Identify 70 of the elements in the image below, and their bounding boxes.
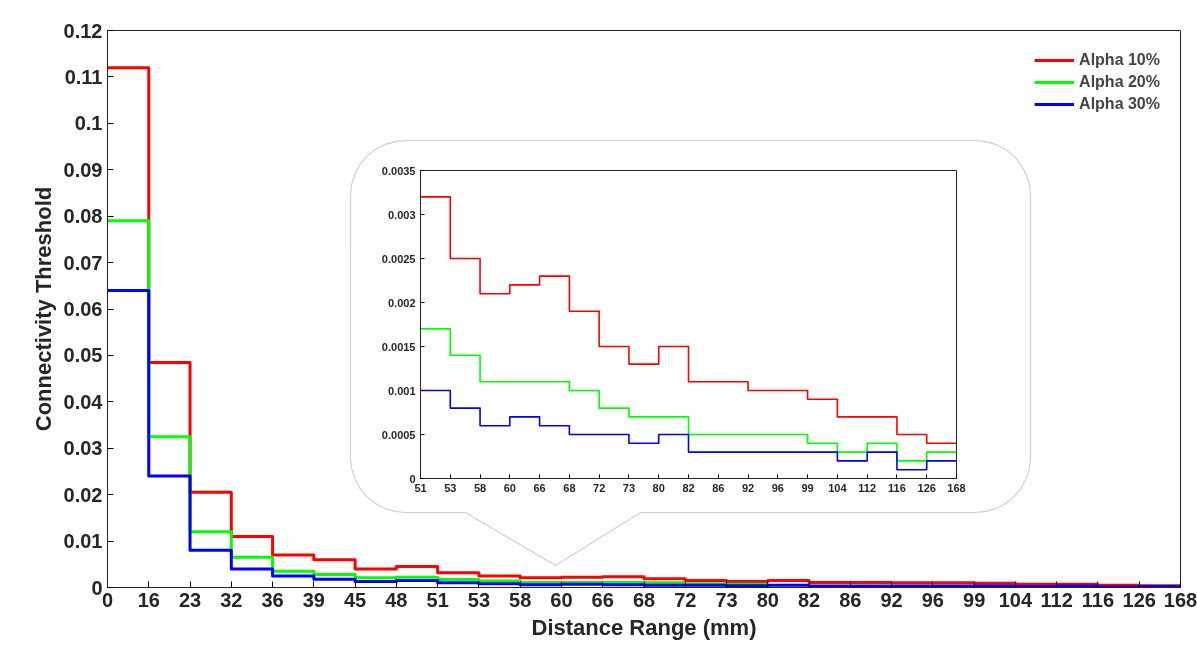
y-tick-label: 0.11	[64, 65, 103, 88]
y-tick-label: 0.0005	[381, 428, 416, 441]
legend-label: Alpha 10%	[1079, 51, 1160, 69]
x-tick-label: 73	[715, 588, 738, 611]
x-tick-label: 58	[473, 481, 487, 494]
x-tick-label: 92	[741, 481, 755, 494]
legend-label: Alpha 20%	[1079, 73, 1160, 91]
y-axis-title: Connectivity Threshold	[30, 186, 56, 432]
x-tick-label: 72	[593, 481, 606, 494]
x-tick-label: 60	[550, 588, 573, 611]
y-tick-label: 0.05	[63, 344, 103, 367]
x-tick-label: 82	[682, 481, 695, 494]
x-tick-label: 68	[563, 481, 576, 494]
y-tick-label: 0.03	[63, 437, 103, 460]
x-tick-label: 168	[947, 481, 966, 494]
y-tick-label: 0.0015	[381, 340, 416, 353]
x-tick-label: 32	[220, 588, 243, 611]
x-tick-label: 53	[444, 481, 457, 494]
x-tick-label: 112	[1040, 588, 1073, 611]
x-tick-label: 45	[343, 588, 367, 611]
y-tick-label: 0.001	[387, 384, 416, 397]
y-tick-label: 0.0025	[381, 252, 416, 265]
y-tick-label: 0.07	[63, 251, 103, 274]
x-tick-label: 99	[801, 481, 814, 494]
x-tick-label: 92	[880, 588, 903, 611]
y-tick-label: 0	[409, 472, 416, 485]
x-tick-label: 66	[533, 481, 546, 494]
x-tick-label: 86	[712, 481, 725, 494]
x-tick-label: 73	[622, 481, 636, 494]
x-tick-label: 86	[839, 588, 862, 611]
x-tick-label: 80	[652, 481, 665, 494]
x-axis-title: Distance Range (mm)	[531, 614, 757, 640]
x-tick-label: 104	[828, 481, 848, 494]
y-tick-label: 0.1	[74, 112, 103, 135]
x-tick-label: 48	[385, 588, 408, 611]
x-tick-label: 96	[771, 481, 784, 494]
y-tick-label: 0.04	[63, 390, 104, 413]
y-tick-label: 0.0035	[381, 164, 416, 177]
x-tick-label: 51	[414, 481, 427, 494]
x-tick-label: 58	[509, 588, 532, 611]
x-tick-label: 116	[888, 481, 906, 494]
x-tick-label: 60	[503, 481, 516, 494]
y-tick-label: 0.002	[387, 296, 416, 309]
x-tick-label: 66	[591, 588, 614, 611]
x-tick-label: 112	[858, 481, 877, 494]
y-tick-label: 0.08	[63, 205, 103, 228]
y-tick-label: 0.003	[387, 208, 416, 221]
x-tick-label: 16	[137, 588, 160, 611]
x-tick-label: 96	[921, 588, 945, 611]
legend-label: Alpha 30%	[1079, 95, 1160, 113]
x-tick-label: 36	[261, 588, 284, 611]
y-tick-label: 0.01	[63, 530, 103, 553]
x-tick-label: 99	[963, 588, 986, 611]
x-tick-label: 39	[302, 588, 325, 611]
x-tick-label: 168	[1163, 588, 1197, 611]
x-tick-label: 68	[632, 588, 656, 611]
x-tick-label: 72	[674, 588, 697, 611]
y-tick-label: 0.02	[63, 483, 103, 506]
x-tick-label: 126	[917, 481, 936, 494]
y-tick-label: 0.09	[63, 158, 103, 181]
y-tick-label: 0.12	[63, 19, 103, 42]
x-tick-label: 23	[178, 588, 202, 611]
y-tick-label: 0.06	[63, 298, 103, 320]
x-tick-label: 116	[1081, 588, 1115, 611]
x-tick-label: 80	[756, 588, 779, 611]
x-tick-label: 82	[797, 588, 821, 611]
x-tick-label: 126	[1122, 588, 1156, 611]
x-tick-label: 51	[426, 588, 449, 611]
x-tick-label: 53	[467, 588, 491, 611]
x-tick-label: 104	[998, 588, 1033, 611]
